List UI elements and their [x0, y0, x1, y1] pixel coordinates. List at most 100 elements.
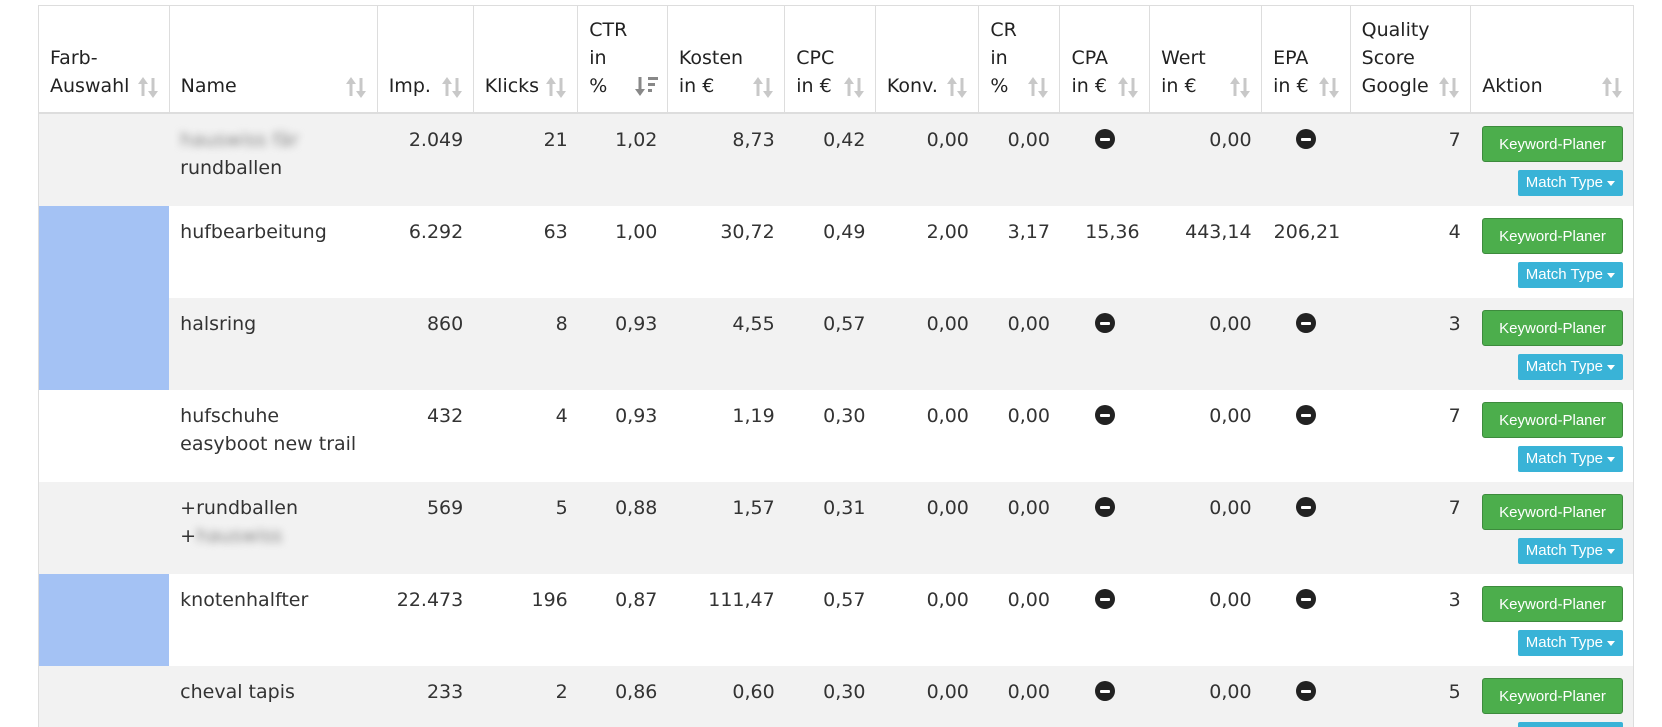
cell-cpa [1059, 298, 1150, 390]
color-select-cell[interactable] [39, 113, 170, 206]
color-swatch[interactable] [39, 482, 169, 574]
minus-circle-icon [1296, 129, 1317, 149]
minus-circle-icon [1095, 405, 1116, 425]
cell-cr: 0,00 [978, 390, 1060, 482]
minus-circle-icon [1095, 497, 1116, 517]
sort-icon[interactable] [750, 74, 776, 100]
sort-icon[interactable] [1316, 74, 1342, 100]
sort-icon[interactable] [1599, 74, 1625, 100]
column-header-label: Kosten in € [678, 47, 744, 97]
column-header-label: EPA in € [1273, 47, 1309, 97]
action-cell: Keyword-Planer Match Type [1470, 666, 1633, 727]
color-select-cell[interactable] [39, 390, 170, 482]
cell-kosten: 8,73 [667, 113, 785, 206]
cell-cpa [1059, 390, 1150, 482]
color-swatch[interactable] [39, 390, 169, 482]
minus-circle-icon [1296, 497, 1317, 517]
sort-icon[interactable] [1025, 74, 1051, 100]
keyword-name-cell: +rundballen +hauswiss [169, 482, 378, 574]
color-swatch[interactable] [39, 666, 169, 727]
cell-epa [1261, 574, 1351, 666]
column-header-cpa[interactable]: CPA in € [1059, 6, 1151, 114]
cell-cr: 0,00 [978, 113, 1060, 206]
cell-konv: 0,00 [875, 298, 979, 390]
cell-klicks: 2 [473, 666, 578, 727]
match-type-dropdown[interactable]: Match Type [1517, 446, 1623, 472]
match-type-dropdown[interactable]: Match Type [1517, 630, 1623, 656]
color-swatch[interactable] [39, 114, 169, 206]
sort-icon[interactable] [944, 74, 970, 100]
color-swatch[interactable] [39, 206, 170, 298]
color-select-cell[interactable] [39, 206, 170, 298]
column-header-imp[interactable]: Imp. [377, 6, 474, 114]
sort-icon[interactable] [343, 74, 369, 100]
column-header-name[interactable]: Name [169, 6, 378, 114]
color-select-cell[interactable] [39, 666, 170, 727]
match-type-dropdown[interactable]: Match Type [1517, 722, 1623, 727]
sort-icon[interactable] [135, 74, 161, 100]
column-header-cpc[interactable]: CPC in € [784, 6, 876, 114]
keyword-planer-button[interactable]: Keyword-Planer [1482, 126, 1623, 162]
cell-imp: 6.292 [377, 206, 474, 298]
sort-icon[interactable] [1115, 74, 1141, 100]
match-type-dropdown[interactable]: Match Type [1517, 170, 1623, 196]
cell-cpc: 0,42 [784, 113, 876, 206]
caret-down-icon [1607, 456, 1615, 462]
match-type-dropdown[interactable]: Match Type [1517, 262, 1623, 288]
column-header-qs[interactable]: Quality Score Google [1350, 6, 1472, 114]
cell-cr: 0,00 [978, 666, 1060, 727]
color-select-cell[interactable] [39, 482, 170, 574]
cell-quality-score: 3 [1350, 298, 1471, 390]
column-header-klicks[interactable]: Klicks [473, 6, 579, 114]
column-header-cr[interactable]: CR in % [978, 6, 1061, 114]
action-cell: Keyword-Planer Match Type [1470, 390, 1633, 482]
cell-cr: 0,00 [978, 482, 1060, 574]
action-cell: Keyword-Planer Match Type [1470, 298, 1633, 390]
column-header-konv[interactable]: Konv. [875, 6, 980, 114]
cell-kosten: 111,47 [667, 574, 785, 666]
keyword-planer-button[interactable]: Keyword-Planer [1482, 402, 1623, 438]
column-header-epa[interactable]: EPA in € [1261, 6, 1351, 114]
sort-icon[interactable] [439, 74, 465, 100]
sort-icon[interactable] [841, 74, 867, 100]
cell-epa [1261, 482, 1351, 574]
column-header-kosten[interactable]: Kosten in € [667, 6, 786, 114]
match-type-label: Match Type [1525, 634, 1603, 651]
column-header-label: CTR in % [589, 19, 628, 97]
column-header-label: CR in % [990, 19, 1017, 97]
sort-icon[interactable] [1227, 74, 1253, 100]
keyword-name-cell: hufschuhe easyboot new trail [169, 390, 378, 482]
keyword-planer-button[interactable]: Keyword-Planer [1482, 218, 1623, 254]
column-header-ctr[interactable]: CTR in % [577, 6, 668, 114]
table-row: hufschuhe easyboot new trail 432 4 0,93 1,19… [39, 390, 1633, 482]
column-header-wert[interactable]: Wert in € [1149, 6, 1263, 114]
column-header-aktion[interactable]: Aktion [1470, 6, 1633, 114]
redacted-text: hauswiss [196, 525, 283, 547]
keyword-planer-button[interactable]: Keyword-Planer [1482, 586, 1623, 622]
column-header-label: Farb- Auswahl [50, 47, 130, 97]
keyword-planer-button[interactable]: Keyword-Planer [1482, 678, 1623, 714]
cell-ctr: 0,87 [577, 574, 668, 666]
sort-icon[interactable] [543, 74, 569, 100]
cell-cpc: 0,57 [784, 574, 876, 666]
keyword-planer-button[interactable]: Keyword-Planer [1482, 494, 1623, 530]
cell-klicks: 196 [473, 574, 578, 666]
cell-imp: 22.473 [377, 574, 474, 666]
cell-cpc: 0,31 [784, 482, 876, 574]
table-row: cheval tapis 233 2 0,86 0,60 0,30 0,00 0,00 0,00… [39, 666, 1633, 727]
column-header-farb[interactable]: Farb- Auswahl [39, 6, 170, 114]
match-type-dropdown[interactable]: Match Type [1517, 538, 1623, 564]
cell-kosten: 1,19 [667, 390, 785, 482]
cell-konv: 0,00 [875, 390, 979, 482]
color-select-cell[interactable] [39, 298, 170, 390]
sort-desc-icon[interactable] [633, 74, 659, 100]
table-row: hauswiss fär rundballen 2.049 21 1,02 8,73 0,4… [39, 113, 1633, 206]
keyword-planer-button[interactable]: Keyword-Planer [1482, 310, 1623, 346]
match-type-dropdown[interactable]: Match Type [1517, 354, 1623, 380]
cell-epa: 206,21 [1261, 206, 1351, 298]
color-swatch[interactable] [39, 574, 170, 666]
color-select-cell[interactable] [39, 574, 170, 666]
cell-quality-score: 5 [1350, 666, 1471, 727]
color-swatch[interactable] [39, 298, 170, 390]
sort-icon[interactable] [1436, 74, 1462, 100]
